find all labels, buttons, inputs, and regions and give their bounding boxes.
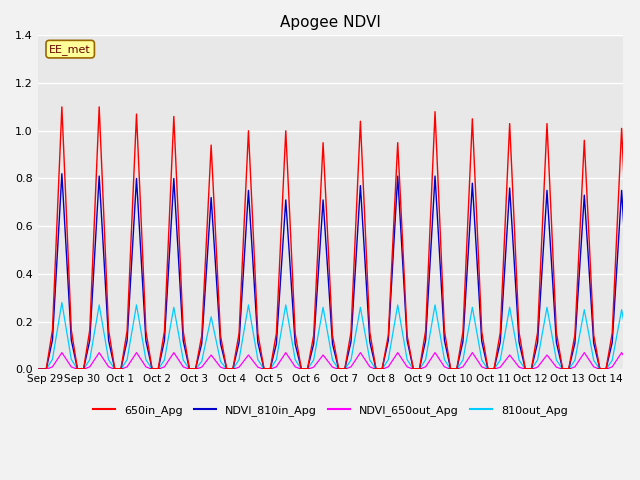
Title: Apogee NDVI: Apogee NDVI	[280, 15, 381, 30]
Text: EE_met: EE_met	[49, 44, 91, 55]
Legend: 650in_Apg, NDVI_810in_Apg, NDVI_650out_Apg, 810out_Apg: 650in_Apg, NDVI_810in_Apg, NDVI_650out_A…	[89, 401, 572, 420]
